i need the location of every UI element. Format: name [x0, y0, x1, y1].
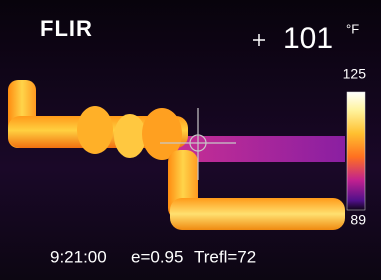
- thermal-view: FLIR 101 °F 125 89 9:21:00 e=0.95 Trefl=…: [0, 0, 381, 280]
- time: 9:21:00: [50, 247, 107, 266]
- pipe-hot: [175, 136, 345, 162]
- reflected-temp: Trefl=72: [194, 247, 256, 266]
- valve: [114, 114, 146, 158]
- scale-min: 89: [350, 212, 366, 228]
- pipe-lower: [170, 198, 345, 230]
- color-scale: [347, 92, 365, 210]
- page: FLIR 101 °F 125 89 9:21:00 e=0.95 Trefl=…: [0, 0, 381, 280]
- spot-reading: 101: [283, 22, 333, 55]
- brand-logo: FLIR: [40, 16, 93, 41]
- emissivity: e=0.95: [131, 247, 183, 266]
- scale-max: 125: [343, 66, 367, 82]
- unit: °F: [346, 21, 359, 36]
- valve: [77, 106, 113, 154]
